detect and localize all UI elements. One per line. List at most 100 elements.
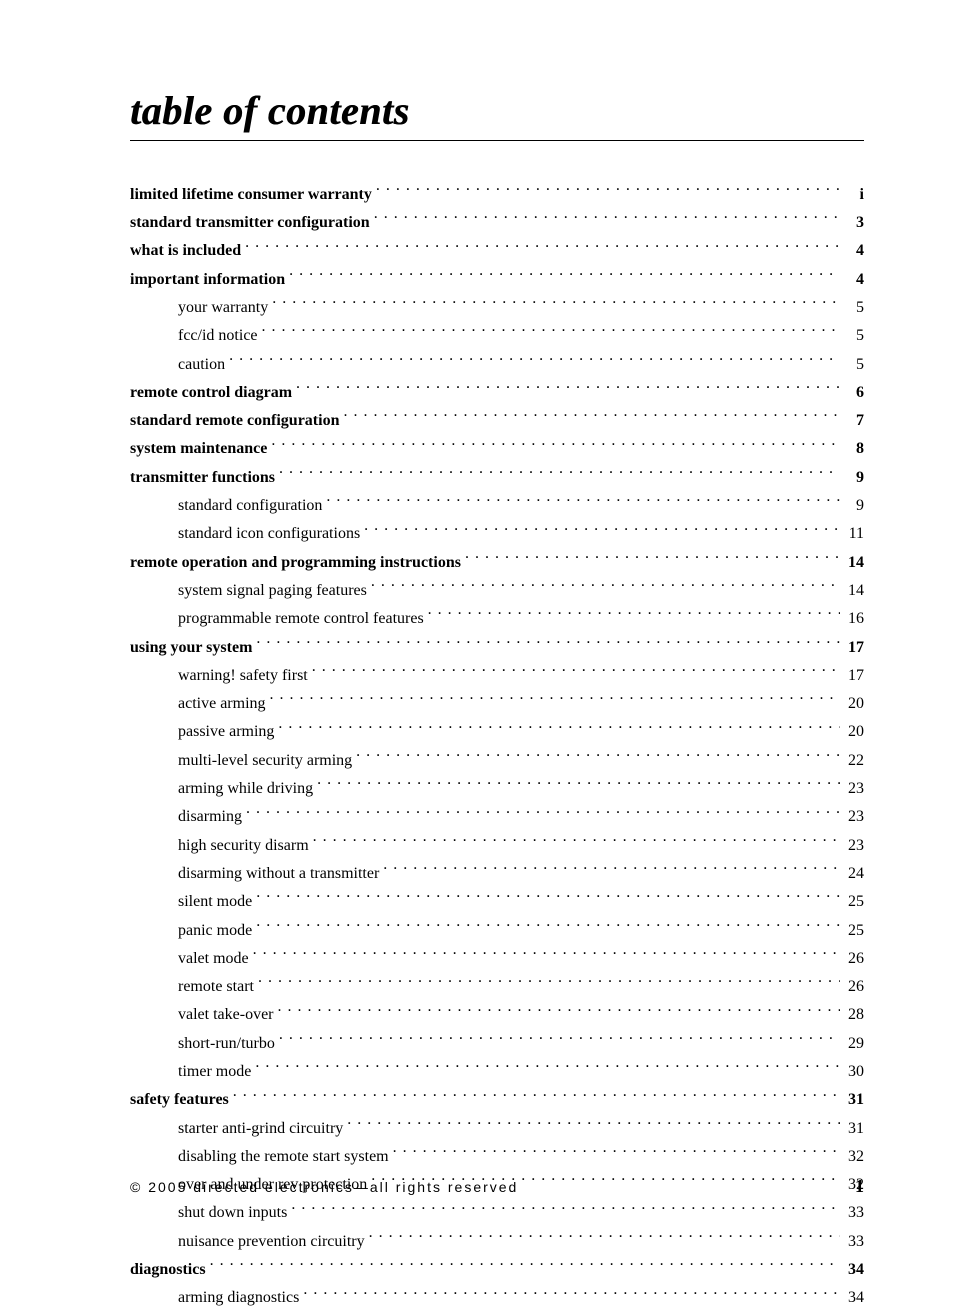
toc-leader-dots	[371, 579, 840, 595]
toc-entry: diagnostics34	[130, 1258, 864, 1283]
toc-entry: your warranty 5	[130, 296, 864, 321]
toc-entry-page: 6	[844, 381, 864, 406]
toc-entry: system signal paging features14	[130, 579, 864, 604]
toc-entry-label: valet take-over	[178, 1003, 274, 1028]
toc-entry-label: disabling the remote start system	[178, 1145, 389, 1170]
toc-entry: nuisance prevention circuitry33	[130, 1230, 864, 1255]
toc-entry-label: fcc/id notice	[178, 324, 258, 349]
toc-entry-page: 5	[844, 324, 864, 349]
toc-entry-page: 23	[844, 777, 864, 802]
toc-leader-dots	[374, 211, 840, 227]
toc-entry-label: diagnostics	[130, 1258, 206, 1283]
toc-leader-dots	[256, 890, 840, 906]
toc-leader-dots	[343, 409, 840, 425]
toc-leader-dots	[279, 1032, 840, 1048]
toc-entry-label: disarming without a transmitter	[178, 862, 379, 887]
toc-entry-label: caution	[178, 353, 225, 378]
toc-entry: arming while driving23	[130, 777, 864, 802]
toc-entry-label: your warranty	[178, 296, 268, 321]
toc-entry-page: 9	[844, 466, 864, 491]
toc-leader-dots	[289, 268, 840, 284]
toc-entry-page: 5	[844, 353, 864, 378]
toc-entry-page: 17	[844, 664, 864, 689]
toc-entry: transmitter functions 9	[130, 466, 864, 491]
toc-entry: caution 5	[130, 353, 864, 378]
toc-entry-page: 14	[844, 579, 864, 604]
toc-entry-label: multi-level security arming	[178, 749, 352, 774]
toc-entry-label: remote start	[178, 975, 254, 1000]
toc-entry-page: 25	[844, 890, 864, 915]
toc-entry: valet mode26	[130, 947, 864, 972]
toc-entry-label: limited lifetime consumer warranty	[130, 183, 372, 208]
toc-entry-label: high security disarm	[178, 834, 309, 859]
toc-entry: active arming20	[130, 692, 864, 717]
toc-entry-label: standard configuration	[178, 494, 322, 519]
toc-leader-dots	[272, 296, 840, 312]
document-page: table of contents limited lifetime consu…	[0, 0, 954, 1235]
toc-entry-page: 9	[844, 494, 864, 519]
toc-entry: shut down inputs33	[130, 1201, 864, 1226]
toc-leader-dots	[258, 975, 840, 991]
toc-entry: safety features31	[130, 1088, 864, 1113]
toc-leader-dots	[303, 1286, 840, 1302]
footer-page-number: 1	[855, 1176, 864, 1197]
toc-entry-page: 5	[844, 296, 864, 321]
toc-entry: what is included4	[130, 239, 864, 264]
page-title: table of contents	[130, 87, 864, 141]
toc-entry: panic mode25	[130, 919, 864, 944]
toc-entry: disabling the remote start system 32	[130, 1145, 864, 1170]
toc-entry: disarming 23	[130, 805, 864, 830]
toc-entry-label: safety features	[130, 1088, 229, 1113]
toc-entry-page: 26	[844, 975, 864, 1000]
toc-entry-page: 3	[844, 211, 864, 236]
toc-leader-dots	[210, 1258, 840, 1274]
toc-entry-page: 23	[844, 805, 864, 830]
toc-entry: standard transmitter configuration3	[130, 211, 864, 236]
toc-leader-dots	[326, 494, 840, 510]
toc-entry: fcc/id notice 5	[130, 324, 864, 349]
toc-entry-page: 22	[844, 749, 864, 774]
toc-leader-dots	[356, 749, 840, 765]
toc-entry-page: 23	[844, 834, 864, 859]
toc-entry-label: arming diagnostics	[178, 1286, 299, 1311]
toc-entry: valet take-over 28	[130, 1003, 864, 1028]
toc-entry: standard configuration 9	[130, 494, 864, 519]
toc-entry-page: 31	[844, 1117, 864, 1142]
toc-entry-page: 26	[844, 947, 864, 972]
toc-entry-page: 16	[844, 607, 864, 632]
toc-leader-dots	[255, 1060, 840, 1076]
toc-leader-dots	[317, 777, 840, 793]
toc-entry-page: 28	[844, 1003, 864, 1028]
toc-entry-page: 32	[844, 1145, 864, 1170]
toc-entry: silent mode 25	[130, 890, 864, 915]
toc-leader-dots	[270, 692, 840, 708]
toc-leader-dots	[271, 437, 840, 453]
toc-entry-page: i	[844, 183, 864, 208]
toc-entry-label: shut down inputs	[178, 1201, 287, 1226]
toc-entry-label: disarming	[178, 805, 242, 830]
toc-leader-dots	[278, 1003, 841, 1019]
toc-entry: multi-level security arming 22	[130, 749, 864, 774]
toc-entry-page: 4	[844, 268, 864, 293]
toc-entry-page: 34	[844, 1286, 864, 1311]
toc-leader-dots	[262, 324, 840, 340]
toc-entry: arming diagnostics 34	[130, 1286, 864, 1311]
toc-entry-page: 7	[844, 409, 864, 434]
toc-entry-label: silent mode	[178, 890, 252, 915]
toc-entry-page: 25	[844, 919, 864, 944]
toc-leader-dots	[256, 636, 840, 652]
toc-entry: limited lifetime consumer warranty i	[130, 183, 864, 208]
toc-leader-dots	[296, 381, 840, 397]
toc-entry: standard icon configurations11	[130, 522, 864, 547]
toc-entry-label: remote control diagram	[130, 381, 292, 406]
toc-leader-dots	[279, 466, 840, 482]
toc-leader-dots	[364, 522, 840, 538]
toc-entry-label: active arming	[178, 692, 266, 717]
toc-entry: warning! safety first17	[130, 664, 864, 689]
toc-entry-page: 33	[844, 1230, 864, 1255]
toc-entry-label: programmable remote control features	[178, 607, 424, 632]
toc-entry: using your system17	[130, 636, 864, 661]
toc-entry: programmable remote control features 16	[130, 607, 864, 632]
toc-leader-dots	[465, 551, 840, 567]
toc-entry-label: transmitter functions	[130, 466, 275, 491]
